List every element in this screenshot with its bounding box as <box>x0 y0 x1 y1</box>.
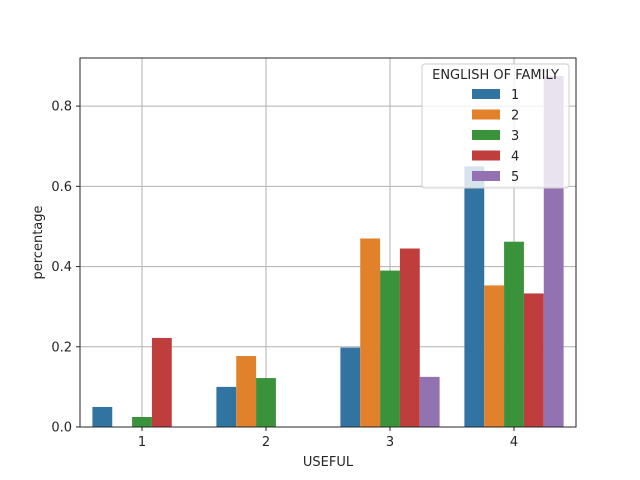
bar-series-5-cat-3 <box>419 376 440 427</box>
bar-series-4-cat-4 <box>523 293 544 427</box>
y-axis: 0.0 0.2 0.4 0.6 0.8 <box>51 100 80 436</box>
bar-series-1-cat-2 <box>216 386 237 427</box>
x-tick-label: 3 <box>386 435 394 450</box>
x-axis: 1 2 3 4 <box>138 427 518 450</box>
bar-series-4-cat-3 <box>399 248 420 427</box>
bar-series-1-cat-3 <box>340 347 361 427</box>
legend-label-1: 1 <box>511 88 519 103</box>
bar-series-1-cat-4 <box>464 166 485 428</box>
legend-box <box>421 63 570 189</box>
x-tick-label: 2 <box>262 435 270 450</box>
y-axis-title: percentage <box>31 205 46 279</box>
y-tick-label: 0.2 <box>51 340 72 355</box>
bar-series-3-cat-4 <box>504 241 524 427</box>
bar-series-2-cat-2 <box>236 356 257 427</box>
legend-title: ENGLISH OF FAMILY <box>432 68 559 83</box>
bar-series-3-cat-1 <box>132 416 152 427</box>
legend-swatch-3 <box>472 130 500 140</box>
legend-swatch-4 <box>472 150 500 161</box>
bar-series-4-cat-1 <box>151 337 172 427</box>
y-tick-label: 0.4 <box>51 260 72 275</box>
bar-series-2-cat-4 <box>484 285 505 427</box>
legend-swatch-2 <box>472 109 500 120</box>
y-tick-label: 0.6 <box>51 180 72 195</box>
legend-label-3: 3 <box>511 129 519 144</box>
bar-series-2-cat-3 <box>360 238 381 427</box>
y-tick-label: 0.8 <box>51 100 72 115</box>
bar-series-3-cat-3 <box>380 270 400 427</box>
bar-series-1-cat-1 <box>92 406 113 427</box>
bar-series-3-cat-2 <box>256 378 276 427</box>
legend-label-5: 5 <box>511 170 519 185</box>
legend-swatch-5 <box>472 171 500 181</box>
x-tick-label: 1 <box>138 435 146 450</box>
legend-label-2: 2 <box>511 109 519 124</box>
x-tick-label: 4 <box>510 435 518 450</box>
x-axis-title: USEFUL <box>303 455 354 470</box>
legend-swatch-1 <box>472 89 500 99</box>
legend-label-4: 4 <box>511 150 519 165</box>
legend: ENGLISH OF FAMILY 1 2 3 4 5 <box>421 63 570 189</box>
plot-frame <box>79 57 577 428</box>
y-tick-label: 0.0 <box>51 421 72 436</box>
